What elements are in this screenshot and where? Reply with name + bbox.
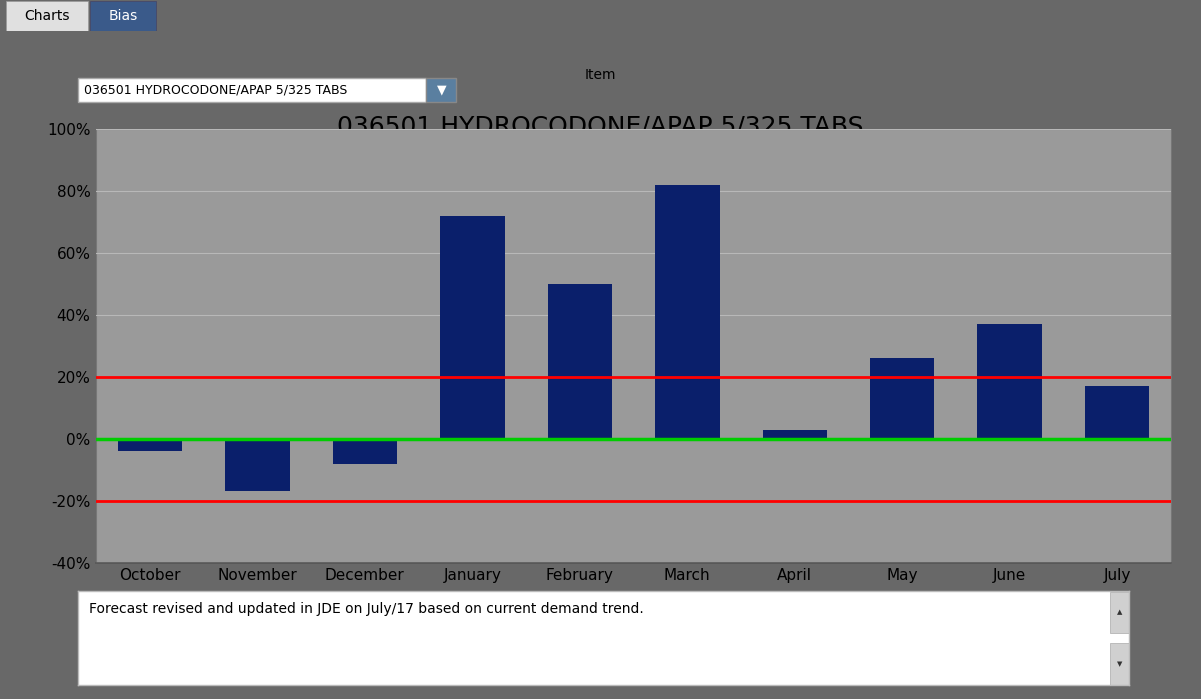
Text: ▼: ▼ [436, 83, 447, 96]
Bar [118, 439, 183, 452]
Bar [548, 284, 613, 439]
FancyBboxPatch shape [78, 78, 426, 101]
Text: Bias: Bias [108, 8, 138, 23]
Text: ▼: ▼ [1117, 661, 1122, 668]
Bar [333, 439, 398, 463]
Text: Item: Item [585, 69, 616, 82]
FancyBboxPatch shape [426, 78, 456, 101]
Bar [1085, 387, 1149, 439]
Bar [225, 439, 289, 491]
Text: 036501 HYDROCODONE/APAP 5/325 TABS: 036501 HYDROCODONE/APAP 5/325 TABS [337, 115, 864, 139]
Bar [763, 430, 827, 439]
Text: 036501 HYDROCODONE/APAP 5/325 TABS: 036501 HYDROCODONE/APAP 5/325 TABS [84, 83, 347, 96]
Bar [978, 324, 1042, 439]
FancyBboxPatch shape [90, 1, 156, 31]
Text: ▲: ▲ [1117, 610, 1122, 615]
Bar [1110, 591, 1129, 633]
Text: Forecast revised and updated in JDE on July/17 based on current demand trend.: Forecast revised and updated in JDE on J… [89, 602, 644, 616]
Bar [655, 185, 719, 439]
Bar [870, 359, 934, 439]
Bar [1110, 644, 1129, 685]
Bar [440, 216, 504, 439]
FancyBboxPatch shape [6, 1, 88, 31]
Text: Charts: Charts [24, 8, 70, 23]
